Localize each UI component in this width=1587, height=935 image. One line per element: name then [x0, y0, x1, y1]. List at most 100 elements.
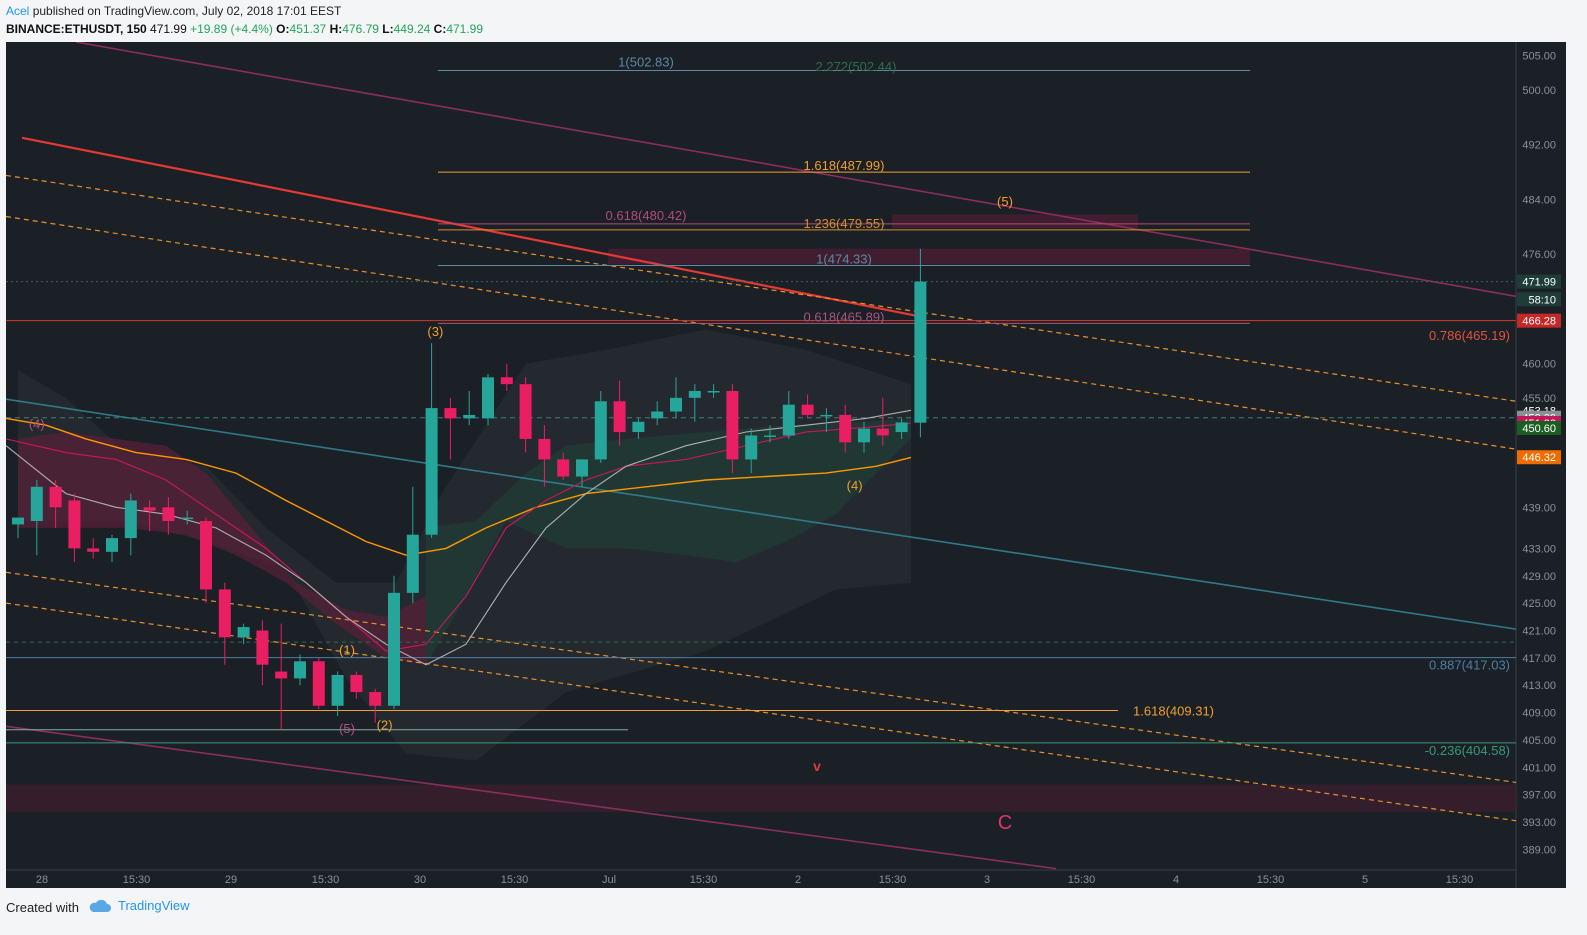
time-tick-9: 2 [795, 874, 801, 886]
low-label: L: [382, 22, 394, 36]
fib-label-6: 1(474.33) [816, 252, 872, 267]
price-tick-6: 460.00 [1522, 359, 1556, 371]
time-tick-13: 4 [1173, 874, 1179, 886]
open-value: 451.37 [289, 22, 327, 36]
wave-label-4: (5) [339, 721, 355, 736]
teal-trendline [5, 398, 1517, 630]
chart-area[interactable]: 1(502.83) 2.272(502.44) 1.618(487.99) 0.618… [5, 41, 1566, 888]
candle-body-31 [576, 459, 588, 477]
price-tick-19: 393.00 [1522, 817, 1556, 829]
time-tick-15: 5 [1362, 874, 1368, 886]
candle-body-21 [388, 592, 400, 706]
fib-label-3: 1.618(487.99) [804, 158, 885, 173]
candle-body-42 [782, 404, 795, 436]
price-tick-1: 505.00 [1522, 51, 1556, 63]
publish-line: Acel published on TradingView.com, July … [6, 4, 341, 18]
tradingview-link[interactable]: TradingView [88, 898, 190, 913]
candle-body-38 [707, 390, 720, 393]
candle-body-5 [87, 548, 100, 552]
candle-body-25 [463, 414, 476, 419]
candle-body-44 [820, 414, 833, 417]
time-tick-8: 15:30 [690, 874, 718, 886]
candle-body-30 [557, 459, 570, 477]
indicator-bands [6, 214, 1516, 812]
candle-body-20 [369, 692, 382, 706]
candle-body-46 [858, 428, 870, 443]
candle-body-11 [200, 521, 212, 590]
time-tick-5: 30 [414, 874, 426, 886]
orange-ma-line [5, 417, 912, 556]
price-badge-3: 466.28 [1522, 316, 1556, 328]
price-badge-7: 450.60 [1522, 423, 1556, 435]
candle-body-34 [632, 421, 645, 433]
candle-body-10 [181, 517, 194, 520]
candle-body-40 [745, 435, 758, 460]
candle-body-6 [106, 538, 118, 552]
fib-label-10: 1.618(409.31) [1133, 703, 1214, 718]
candle-body-15 [275, 671, 288, 679]
candle-body-41 [764, 435, 776, 437]
price-tick-5: 476.00 [1522, 249, 1556, 261]
channel-dashed-line-2 [5, 215, 1517, 450]
wave-labels: (4) (3) (1) (5) (2) (4) (5) v C [29, 194, 1013, 834]
candle-body-26 [482, 377, 494, 419]
fib-label-11: -0.236(404.58) [1425, 743, 1510, 758]
candle-body-33 [613, 401, 626, 433]
time-axis[interactable]: 28 15:30 29 15:30 30 15:30 Jul 15:30 2 15:30 3 15:3… [36, 874, 1473, 886]
author-link[interactable]: Acel [6, 4, 30, 18]
resistance-zone-1 [608, 248, 1250, 265]
candle-body-32 [594, 401, 607, 460]
candle-body-8 [143, 507, 156, 511]
wave-label-8: v [813, 758, 821, 774]
price-badge-bg-8 [1517, 450, 1561, 465]
candles [12, 248, 927, 730]
candle-body-18 [331, 674, 344, 706]
candle-body-7 [124, 500, 137, 539]
chart-header: Acel published on TradingView.com, July … [0, 0, 1587, 42]
wave-label-5: (2) [377, 718, 393, 733]
candle-body-28 [519, 384, 532, 439]
time-tick-10: 15:30 [879, 874, 907, 886]
wave-label-2: (3) [427, 324, 443, 339]
candle-body-3 [49, 486, 62, 508]
cloud-bullish [426, 418, 911, 665]
candle-body-48 [895, 422, 908, 433]
candle-body-43 [801, 404, 814, 415]
candle-body-4 [68, 500, 81, 549]
price-axis[interactable]: 505.00 500.00 492.00 484.00 476.00 460.00 455.… [1522, 51, 1556, 857]
candle-body-24 [444, 408, 457, 419]
created-with-label: Created with [6, 900, 79, 915]
candle-body-9 [162, 507, 175, 522]
candle-body-12 [218, 589, 231, 638]
price-chart[interactable]: 1(502.83) 2.272(502.44) 1.618(487.99) 0.618… [5, 41, 1566, 888]
wave-label-7: (5) [997, 194, 1013, 209]
candle-body-1 [12, 517, 24, 525]
price-tick-13: 417.00 [1522, 653, 1556, 665]
candle-body-14 [256, 630, 269, 665]
candle-body-2 [30, 486, 43, 522]
fib-label-7: 0.618(465.89) [804, 309, 885, 324]
close-label: C: [433, 22, 447, 36]
price-badge-bg-1 [1517, 274, 1561, 289]
candle-body-29 [538, 438, 551, 460]
high-label: H: [329, 22, 343, 36]
price-tick-9: 433.00 [1522, 543, 1556, 555]
close-value: 471.99 [446, 22, 484, 36]
price-tick-12: 421.00 [1522, 625, 1556, 637]
last-price: 471.99 [150, 22, 187, 36]
candle-body-13 [237, 627, 250, 638]
fib-label-1: 1(502.83) [618, 55, 674, 70]
time-tick-6: 15:30 [501, 874, 529, 886]
time-tick-2: 15:30 [123, 874, 151, 886]
symbol-name: BINANCE:ETHUSDT, 150 [6, 22, 147, 36]
wave-label-6: (4) [847, 478, 863, 493]
candle-body-39 [726, 390, 739, 460]
brand-label: TradingView [118, 898, 190, 913]
price-tick-15: 409.00 [1522, 708, 1556, 720]
resistance-zone-2 [892, 214, 1138, 229]
price-change: +19.89 (+4.4%) [190, 22, 273, 36]
cloud-bearish [18, 432, 426, 665]
price-tick-11: 425.00 [1522, 598, 1556, 610]
support-zone [6, 784, 1516, 812]
price-tick-18: 397.00 [1522, 790, 1556, 802]
